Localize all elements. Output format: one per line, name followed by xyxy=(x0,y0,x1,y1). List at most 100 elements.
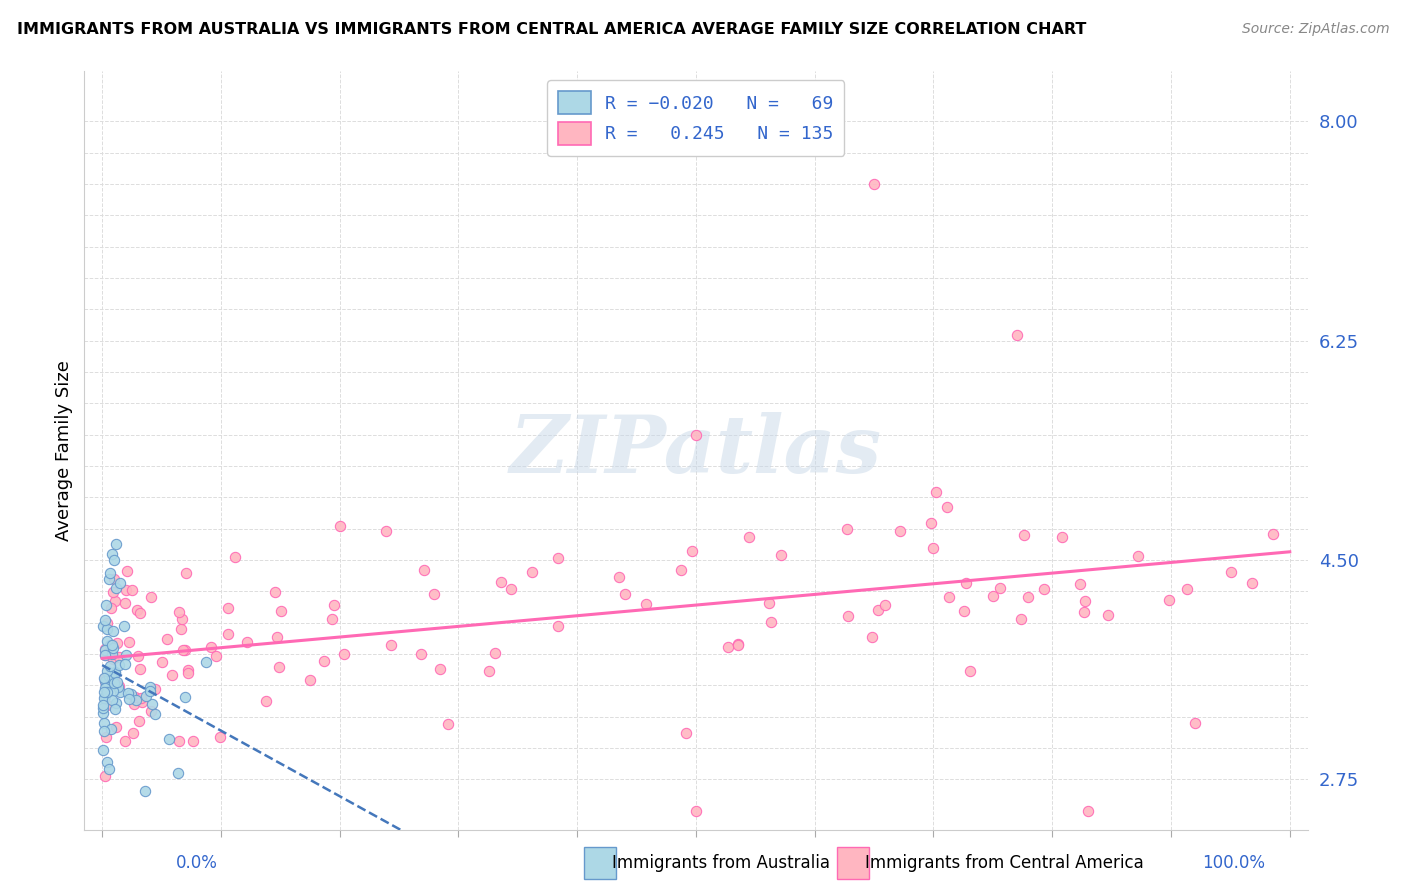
Point xyxy=(101,672,124,686)
Point xyxy=(93,674,115,689)
Point xyxy=(141,697,163,711)
Point xyxy=(1017,590,1039,604)
Point xyxy=(117,686,139,700)
Point xyxy=(208,730,231,744)
Point xyxy=(1126,549,1149,563)
Point xyxy=(97,669,120,683)
Point xyxy=(236,635,259,649)
Point xyxy=(174,643,197,657)
Point xyxy=(107,680,129,694)
Point xyxy=(1240,575,1263,590)
Point xyxy=(332,647,354,661)
Point xyxy=(1157,593,1180,607)
Point xyxy=(727,637,749,651)
Point xyxy=(93,715,115,730)
Point xyxy=(264,585,287,599)
Point xyxy=(114,657,136,672)
Point xyxy=(1097,607,1119,622)
Point xyxy=(93,648,115,662)
Point xyxy=(413,563,436,577)
Point xyxy=(613,587,636,601)
Point xyxy=(103,675,125,690)
Point xyxy=(143,681,166,696)
Point xyxy=(134,784,156,798)
Legend: R = −0.020   N =   69, R =   0.245   N = 135: R = −0.020 N = 69, R = 0.245 N = 135 xyxy=(547,80,845,156)
Point xyxy=(120,687,142,701)
Text: Immigrants from Australia: Immigrants from Australia xyxy=(612,855,830,872)
Point xyxy=(94,614,117,628)
Point xyxy=(105,720,128,734)
Point xyxy=(100,693,122,707)
Point xyxy=(1220,565,1243,579)
Point xyxy=(100,659,122,673)
Point xyxy=(128,714,150,728)
Point xyxy=(105,635,128,649)
Point xyxy=(959,665,981,679)
Point xyxy=(105,674,128,689)
Point xyxy=(837,609,859,624)
Point xyxy=(93,698,115,712)
Point xyxy=(121,582,143,597)
Point xyxy=(988,581,1011,595)
Point xyxy=(93,685,115,699)
Point xyxy=(167,605,190,619)
Point xyxy=(96,598,118,612)
Point xyxy=(484,647,506,661)
Point xyxy=(96,675,118,690)
Point xyxy=(157,731,180,746)
Point xyxy=(94,731,117,745)
Point xyxy=(170,612,193,626)
Point xyxy=(321,612,343,626)
Point xyxy=(135,689,157,703)
Point xyxy=(1032,582,1054,596)
Point xyxy=(607,569,630,583)
Point xyxy=(1175,582,1198,596)
Point xyxy=(860,631,883,645)
Point xyxy=(93,724,115,739)
Point xyxy=(93,701,115,715)
Point xyxy=(499,582,522,596)
Point xyxy=(96,634,118,648)
Point xyxy=(758,596,780,610)
Point xyxy=(312,654,335,668)
Point xyxy=(266,631,288,645)
Text: Source: ZipAtlas.com: Source: ZipAtlas.com xyxy=(1241,22,1389,37)
Point xyxy=(139,683,162,698)
Point xyxy=(671,562,693,576)
Point xyxy=(761,615,783,629)
Point xyxy=(1052,530,1074,544)
Point xyxy=(374,524,396,539)
Point xyxy=(547,551,569,566)
Point xyxy=(101,638,124,652)
Point xyxy=(411,647,433,661)
Point xyxy=(104,696,127,710)
Point xyxy=(875,599,897,613)
Point xyxy=(129,690,152,705)
Point xyxy=(97,762,120,776)
Point xyxy=(127,603,149,617)
Point xyxy=(108,575,131,590)
Point xyxy=(920,516,942,530)
Point xyxy=(1184,716,1206,731)
Point xyxy=(323,598,346,612)
Point xyxy=(685,804,707,818)
Point xyxy=(547,619,569,633)
Point xyxy=(141,704,163,718)
Point xyxy=(1012,528,1035,542)
Point xyxy=(93,769,115,783)
Point xyxy=(129,606,152,620)
Point xyxy=(889,524,911,538)
Point xyxy=(105,581,128,595)
Point xyxy=(422,587,444,601)
Point xyxy=(94,672,117,686)
Point xyxy=(98,638,121,652)
Point xyxy=(1261,527,1284,541)
Point xyxy=(727,638,749,652)
Text: IMMIGRANTS FROM AUSTRALIA VS IMMIGRANTS FROM CENTRAL AMERICA AVERAGE FAMILY SIZE: IMMIGRANTS FROM AUSTRALIA VS IMMIGRANTS … xyxy=(17,22,1087,37)
Point xyxy=(935,500,957,515)
Point xyxy=(955,576,977,591)
Point xyxy=(835,522,858,536)
Point xyxy=(94,648,117,662)
Point xyxy=(167,734,190,748)
Point xyxy=(1069,577,1091,591)
